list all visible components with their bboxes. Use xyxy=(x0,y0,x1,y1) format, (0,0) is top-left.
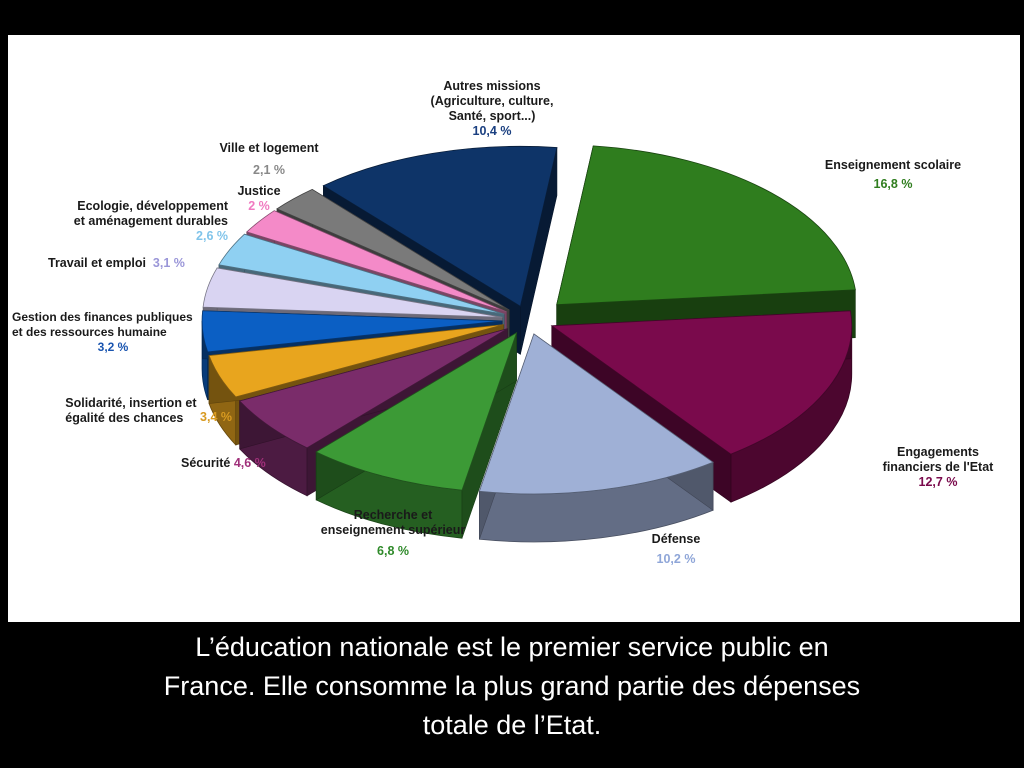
label-engagements: Engagements financiers de l'Etat 12,7 % xyxy=(868,445,1008,490)
slice-name: Sécurité xyxy=(181,456,231,470)
slice-percent: 4,6 % xyxy=(233,456,266,470)
label-recherche: Recherche et enseignement supérieur 6,8 … xyxy=(298,508,488,559)
label-justice: Justice 2 % xyxy=(204,184,314,214)
slice-percent: 3,1 % xyxy=(152,256,185,270)
pie-slice-top xyxy=(218,233,505,315)
slice-percent: 2,1 % xyxy=(253,163,285,177)
pie-slice xyxy=(315,331,518,539)
slice-percent: 10,2 % xyxy=(656,552,696,566)
caption-line-3: totale de l’Etat. xyxy=(422,710,602,740)
pie-chart xyxy=(201,145,856,543)
label-autres-missions: Autres missions (Agriculture, culture, S… xyxy=(412,79,572,139)
slice-percent: 12,7 % xyxy=(918,475,958,489)
slice-name: Solidarité, insertion et égalité des cha… xyxy=(65,396,197,425)
label-ville-logement: Ville et logement 2,1 % xyxy=(204,141,334,178)
slice-name: Défense xyxy=(651,532,701,546)
slice-name: Autres missions (Agriculture, culture, S… xyxy=(430,79,554,123)
label-ecologie: Ecologie, développement et aménagement d… xyxy=(28,199,228,244)
label-defense: Défense 10,2 % xyxy=(626,532,726,567)
pie-slice-top xyxy=(556,145,856,306)
label-gestion-finances: Gestion des finances publiques et des re… xyxy=(8,310,218,355)
pie-slice-top xyxy=(322,145,558,307)
pie-slice-top xyxy=(245,210,507,313)
slice-name: Gestion des finances publiques et des re… xyxy=(12,310,193,339)
slice-percent: 10,4 % xyxy=(472,124,512,138)
pie-slice-top xyxy=(201,310,503,353)
label-solidarite: Solidarité, insertion et égalité des cha… xyxy=(32,396,232,426)
label-travail-emploi: Travail et emploi 3,1 % xyxy=(48,256,185,271)
slice-name: Justice xyxy=(237,184,281,198)
slice-name: Engagements financiers de l'Etat xyxy=(882,445,994,474)
pie-slice-top xyxy=(238,328,508,449)
pie-slice xyxy=(478,333,714,543)
pie-slice-top xyxy=(202,267,503,318)
pie-slice-top xyxy=(208,324,504,398)
pie-slice-top xyxy=(276,188,510,311)
slice-name: Recherche et enseignement supérieur xyxy=(320,508,466,537)
caption-line-1: L’éducation nationale est le premier ser… xyxy=(195,632,829,662)
slice-percent: 16,8 % xyxy=(873,177,913,191)
pie-slice-top xyxy=(315,331,518,491)
slide-caption: L’éducation nationale est le premier ser… xyxy=(0,628,1024,745)
slice-name: Ecologie, développement et aménagement d… xyxy=(73,199,228,228)
label-securite: Sécurité 4,6 % xyxy=(181,456,266,471)
caption-line-2: France. Elle consomme la plus grand part… xyxy=(163,671,861,701)
pie-slice-top xyxy=(478,333,714,495)
slice-name: Enseignement scolaire xyxy=(824,158,962,172)
pie-slice-top xyxy=(550,310,853,455)
slice-name: Travail et emploi xyxy=(48,256,146,270)
slice-percent: 3,4 % xyxy=(200,410,232,424)
slice-percent: 2,6 % xyxy=(196,229,228,243)
slice-percent: 2 % xyxy=(248,199,270,213)
slice-name: Ville et logement xyxy=(219,141,319,155)
slice-percent: 3,2 % xyxy=(97,340,129,354)
chart-panel: Autres missions (Agriculture, culture, S… xyxy=(8,35,1020,622)
label-enseignement-scolaire: Enseignement scolaire 16,8 % xyxy=(808,158,978,192)
slice-percent: 6,8 % xyxy=(377,544,409,558)
